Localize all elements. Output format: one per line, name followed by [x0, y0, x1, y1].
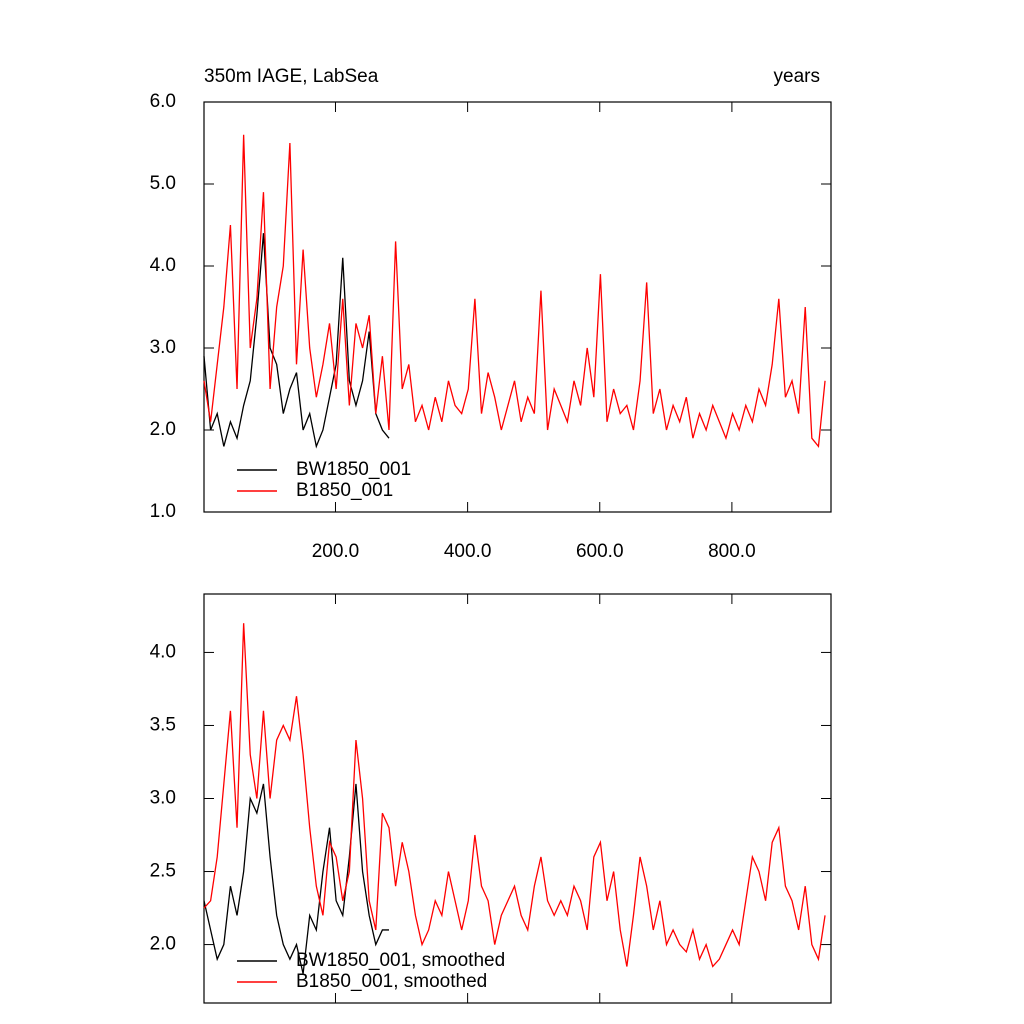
y-tick-label: 2.0: [150, 934, 176, 955]
y-tick-label: 1.0: [150, 501, 176, 522]
plot-frame: [203, 101, 832, 513]
x-tick-label: 800.0: [708, 541, 756, 562]
legend-label: BW1850_001, smoothed: [296, 950, 505, 971]
data-line: [203, 783, 389, 974]
chart-title: 350m IAGE, LabSea: [204, 66, 379, 87]
legend-label: B1850_001, smoothed: [296, 971, 487, 992]
data-line: [203, 233, 390, 449]
plot-frame: [203, 593, 832, 1004]
y-tick-label: 6.0: [150, 91, 176, 112]
y-tick-label: 3.5: [150, 714, 176, 735]
legend-label: BW1850_001: [296, 459, 411, 480]
x-tick-label: 400.0: [444, 541, 492, 562]
x-tick-label: 200.0: [312, 541, 360, 562]
legend-label: B1850_001: [296, 480, 393, 501]
y-tick-label: 3.0: [150, 788, 176, 809]
x-tick-label: 600.0: [576, 541, 624, 562]
y-tick-label: 5.0: [150, 173, 176, 194]
data-line: [203, 623, 826, 968]
y-tick-label: 3.0: [150, 337, 176, 358]
data-line: [203, 134, 826, 449]
units-label: years: [774, 66, 820, 87]
y-tick-label: 2.5: [150, 861, 176, 882]
y-tick-label: 4.0: [150, 255, 176, 276]
y-tick-label: 2.0: [150, 419, 176, 440]
y-tick-label: 4.0: [150, 641, 176, 662]
